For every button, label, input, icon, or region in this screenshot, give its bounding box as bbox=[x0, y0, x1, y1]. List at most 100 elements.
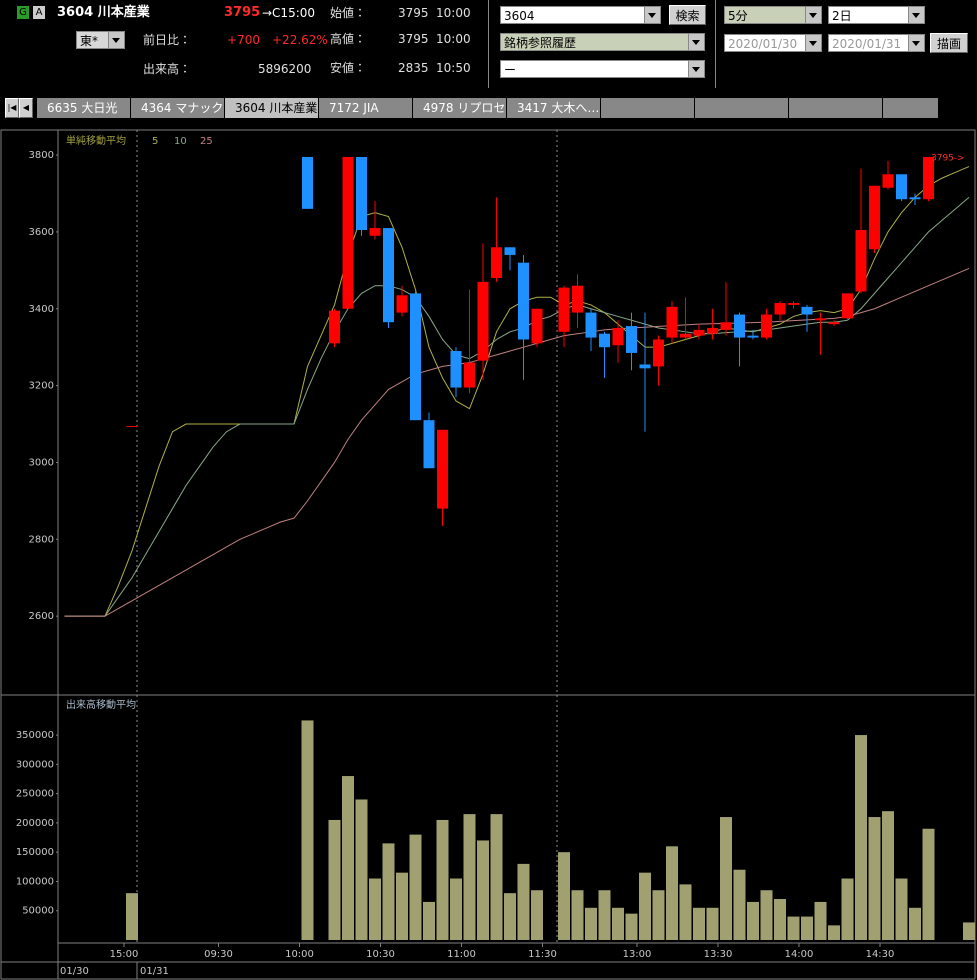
candle-body bbox=[801, 306, 813, 315]
tab[interactable]: 4978 リプロセル bbox=[413, 98, 507, 118]
low-time: 10:50 bbox=[436, 61, 471, 75]
tab[interactable]: 6635 大日光 bbox=[37, 98, 131, 118]
x-tick-label: 09:30 bbox=[204, 949, 233, 960]
nav-first[interactable]: |◀ bbox=[5, 98, 19, 118]
nav-prev[interactable]: ◀ bbox=[19, 98, 33, 118]
candle-body bbox=[693, 329, 705, 336]
candle-body bbox=[842, 293, 853, 319]
high-label: 高値： bbox=[330, 32, 367, 46]
x-tick-label: 14:00 bbox=[785, 949, 814, 960]
legend-title: 単純移動平均 bbox=[66, 134, 126, 147]
span: 2日 bbox=[832, 9, 852, 23]
volume-bar bbox=[598, 890, 611, 940]
volume-bar bbox=[571, 890, 584, 940]
code-input[interactable]: 3604 bbox=[500, 6, 661, 24]
candle-body bbox=[558, 287, 570, 332]
volume-bar bbox=[706, 907, 719, 940]
interval-select[interactable]: 5分 bbox=[724, 6, 822, 24]
x-tick-label: 14:30 bbox=[866, 949, 895, 960]
candle-body bbox=[477, 281, 489, 361]
chart: 01/30 01/31 単純移動平均 出来高移動平均 2600 2800 3000 3… bbox=[0, 129, 976, 980]
interval: 5分 bbox=[728, 9, 748, 23]
candle-body bbox=[923, 156, 934, 200]
tab[interactable]: 3417 大木へ… bbox=[507, 98, 601, 118]
volume-bar bbox=[787, 916, 800, 940]
candle-body bbox=[383, 228, 394, 323]
x-tick-label: 11:00 bbox=[447, 949, 476, 960]
to-date[interactable]: 2020/01/31 bbox=[828, 34, 925, 52]
badge[interactable]: A bbox=[33, 6, 45, 19]
x-tick-label: 13:00 bbox=[623, 949, 652, 960]
candle-body bbox=[531, 308, 543, 344]
change-label: 前日比： bbox=[143, 33, 192, 47]
blank-select[interactable]: ー bbox=[500, 60, 705, 78]
moving-average bbox=[64, 166, 970, 617]
tab[interactable]: 3604 川本産業 bbox=[225, 98, 319, 118]
volume-bar bbox=[747, 901, 759, 940]
candle-body bbox=[464, 362, 475, 388]
candle-body bbox=[720, 322, 732, 330]
candle-body bbox=[639, 364, 651, 369]
span-select[interactable]: 2日 bbox=[828, 6, 925, 24]
candle-body bbox=[828, 322, 840, 325]
tab[interactable] bbox=[601, 98, 695, 118]
volume-bar bbox=[666, 846, 678, 940]
candle-body bbox=[626, 326, 637, 353]
candle-body bbox=[666, 306, 678, 338]
volume-bar bbox=[652, 890, 665, 940]
candle-body bbox=[855, 229, 867, 292]
volume-tick-label: 100000 bbox=[16, 876, 54, 887]
candle-body bbox=[329, 310, 340, 344]
candle-body bbox=[396, 295, 408, 313]
stock-title: 3604 川本産業 bbox=[57, 5, 150, 20]
volume-tick-label: 150000 bbox=[16, 847, 54, 858]
candle-body bbox=[572, 285, 583, 313]
volume-bar bbox=[841, 878, 854, 940]
exchange-select[interactable]: 東* bbox=[76, 31, 125, 49]
tab[interactable] bbox=[695, 98, 789, 118]
separator bbox=[488, 0, 489, 88]
tab[interactable] bbox=[883, 98, 939, 118]
tab[interactable] bbox=[789, 98, 883, 118]
y-tick-label: 2800 bbox=[29, 534, 54, 545]
candle-body bbox=[761, 314, 772, 338]
volume-tick-label: 300000 bbox=[16, 759, 54, 770]
candle-body bbox=[302, 156, 313, 209]
open-label: 始値： bbox=[330, 6, 367, 20]
volume-bar bbox=[423, 901, 435, 940]
volume-bar bbox=[450, 878, 462, 940]
candle-body bbox=[423, 420, 435, 469]
volume-bar bbox=[639, 872, 651, 940]
volume-bar bbox=[558, 852, 570, 940]
draw-button[interactable]: 描画 bbox=[930, 33, 968, 53]
badge[interactable]: G bbox=[17, 6, 29, 19]
x-tick-label: 11:30 bbox=[528, 949, 557, 960]
search-button[interactable]: 検索 bbox=[669, 5, 706, 25]
tab[interactable]: 7172 JIA bbox=[319, 98, 413, 118]
volume-bar bbox=[396, 872, 408, 940]
candle-body bbox=[599, 333, 610, 348]
candle-body bbox=[788, 302, 799, 305]
candle-body bbox=[882, 174, 894, 188]
from-date[interactable]: 2020/01/30 bbox=[724, 34, 822, 52]
y-tick-label: 3400 bbox=[29, 304, 54, 315]
tab[interactable]: 4364 マナック bbox=[131, 98, 225, 118]
candle-body bbox=[585, 312, 597, 338]
x-tick-label: 13:30 bbox=[704, 949, 733, 960]
volume-bar bbox=[517, 863, 530, 940]
candle-body bbox=[450, 351, 462, 388]
history-select[interactable]: 銘柄参照履歴 bbox=[500, 33, 705, 51]
low: 2835 bbox=[398, 61, 429, 75]
volume-bar bbox=[801, 916, 813, 940]
volume-bar bbox=[355, 799, 368, 940]
y-tick-label: 3800 bbox=[29, 150, 54, 161]
candle-body bbox=[612, 327, 624, 346]
candle-body bbox=[896, 174, 907, 200]
candle-body bbox=[680, 333, 691, 338]
last-price-label: 3795-> bbox=[931, 153, 965, 163]
volume-bar bbox=[328, 819, 341, 940]
volume-bar bbox=[436, 819, 449, 940]
legend-entry: 10 bbox=[174, 136, 187, 147]
candle-body bbox=[491, 247, 502, 279]
